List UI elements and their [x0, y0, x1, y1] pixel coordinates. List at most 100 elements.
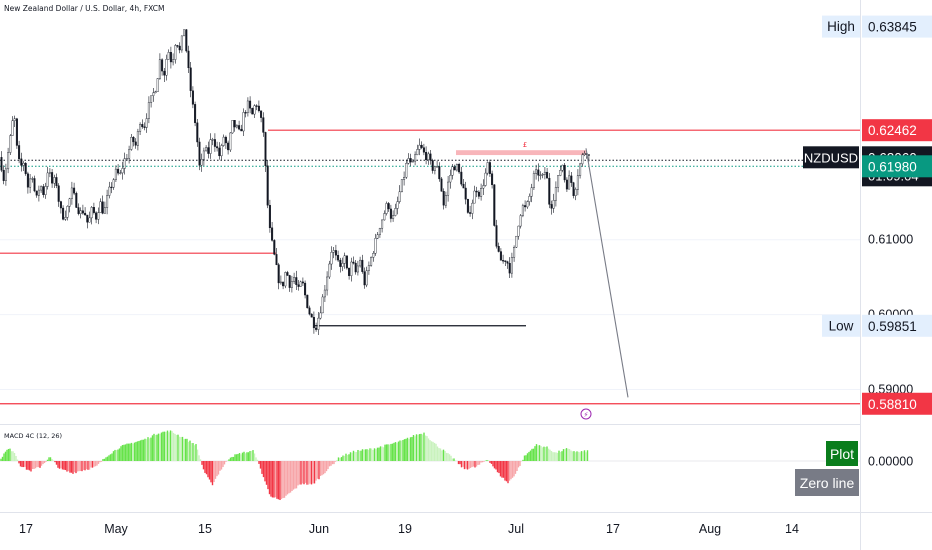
macd-bar-34: [51, 458, 53, 461]
candle-body-246: [541, 174, 544, 176]
macd-bar-251: [376, 447, 379, 461]
macd-bar-332: [498, 461, 500, 474]
macd-bar-168: [252, 450, 254, 461]
macd-bar-271: [406, 437, 409, 461]
candle-body-26: [57, 185, 60, 202]
candle-body-73: [161, 59, 164, 72]
macd-bar-173: [259, 461, 262, 469]
macd-bar-254: [381, 446, 383, 461]
macd-bar-182: [273, 461, 275, 498]
candle-body-115: [253, 105, 256, 115]
candle-body-200: [440, 178, 443, 192]
candle-body-9: [20, 158, 23, 166]
macd-bar-307: [460, 461, 463, 468]
macd-bar-91: [136, 441, 139, 461]
candle-body-88: [194, 104, 197, 124]
candle-body-43: [95, 212, 98, 220]
macd-bar-147: [220, 461, 223, 470]
macd-bar-89: [133, 442, 136, 461]
x-tick-label-2: 15: [198, 522, 212, 536]
macd-bar-183: [274, 461, 277, 498]
candle-body-109: [240, 128, 243, 132]
macd-bar-367: [550, 450, 553, 461]
macd-bar-186: [279, 461, 281, 501]
macd-bar-158: [237, 453, 239, 461]
candle-body-191: [420, 144, 423, 148]
macd-bar-112: [168, 432, 170, 461]
macd-bar-159: [238, 453, 241, 461]
macd-bar-62: [93, 461, 95, 467]
macd-bar-273: [409, 437, 412, 461]
x-tick-label-0: 17: [19, 522, 33, 536]
macd-bar-0: [0, 458, 2, 461]
macd-bar-241: [361, 449, 364, 461]
candle-body-141: [310, 313, 313, 318]
candle-body-160: [352, 261, 355, 264]
candle-body-145: [319, 312, 322, 319]
macd-bar-139: [208, 461, 211, 480]
macd-bar-145: [217, 461, 220, 475]
candle-body-110: [242, 112, 245, 132]
macd-bar-115: [172, 432, 175, 461]
candle-body-57: [125, 158, 128, 160]
candle-body-252: [554, 187, 557, 201]
macd-bar-317: [475, 461, 478, 467]
macd-bar-320: [480, 461, 482, 463]
candle-body-112: [246, 100, 249, 113]
macd-bar-246: [369, 448, 371, 461]
macd-bar-387: [580, 451, 583, 461]
candle-body-176: [387, 203, 390, 210]
macd-bar-267: [400, 440, 403, 461]
candle-body-69: [152, 92, 155, 96]
candle-body-21: [46, 172, 49, 187]
zero-line-tag: [795, 469, 859, 496]
macd-bar-199: [298, 461, 301, 485]
macd-bar-313: [469, 461, 472, 468]
macd-bar-33: [49, 457, 52, 461]
x-tick-label-4: 19: [398, 522, 412, 536]
macd-bar-275: [412, 435, 415, 461]
candle-body-118: [260, 110, 263, 118]
macd-bar-214: [321, 461, 323, 476]
candle-body-97: [213, 139, 216, 147]
macd-bar-167: [250, 451, 253, 461]
candle-body-3: [7, 152, 10, 170]
macd-bar-265: [397, 441, 400, 461]
candle-body-37: [81, 210, 84, 214]
candle-body-151: [332, 250, 335, 253]
low-tag-text: Low: [829, 318, 854, 333]
macd-bar-229: [343, 455, 346, 461]
candle-body-63: [139, 124, 142, 132]
candle-body-232: [510, 257, 513, 274]
macd-bar-93: [139, 440, 142, 461]
macd-bar-21: [31, 461, 34, 469]
macd-bar-39: [58, 461, 61, 469]
macd-bar-352: [528, 451, 530, 461]
candle-body-24: [53, 177, 56, 184]
macd-bar-98: [147, 437, 149, 461]
macd-bar-110: [165, 431, 167, 461]
candle-body-244: [537, 169, 540, 176]
candle-body-76: [167, 52, 170, 60]
candle-body-83: [183, 29, 186, 37]
macd-bar-154: [231, 456, 233, 461]
macd-bar-336: [504, 461, 506, 481]
macd-bar-383: [574, 452, 577, 461]
high-price-text: 0.63845: [868, 20, 917, 35]
macd-bar-178: [267, 461, 269, 490]
macd-bar-59: [88, 461, 91, 470]
macd-bar-300: [450, 455, 452, 461]
candle-body-181: [398, 191, 401, 202]
macd-bar-203: [304, 461, 307, 483]
macd-bar-345: [517, 461, 520, 468]
macd-bar-249: [373, 448, 376, 461]
resistance-price-text: 0.62462: [868, 123, 917, 138]
macd-bar-141: [211, 461, 214, 486]
candle-body-10: [22, 162, 25, 166]
macd-bar-146: [219, 461, 221, 471]
candle-body-227: [499, 251, 502, 261]
macd-bar-250: [375, 449, 377, 461]
macd-bar-280: [420, 433, 422, 461]
projection-arrow: [585, 148, 629, 398]
